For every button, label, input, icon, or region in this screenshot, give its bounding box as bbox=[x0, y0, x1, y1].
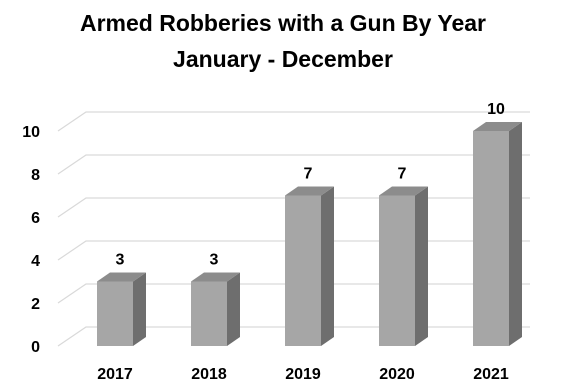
data-label: 7 bbox=[398, 166, 407, 183]
x-axis-ticks: 2017 2018 2019 2020 2021 bbox=[97, 366, 509, 383]
bar-top bbox=[473, 122, 522, 131]
chart-title: Armed Robberies with a Gun By Year bbox=[79, 10, 487, 36]
bar-top bbox=[379, 186, 428, 196]
data-label: 10 bbox=[487, 101, 505, 118]
bar-side bbox=[133, 272, 146, 346]
x-tick-label: 2017 bbox=[97, 366, 133, 383]
bar-2021 bbox=[473, 122, 522, 346]
y-tick-label: 0 bbox=[31, 339, 40, 356]
x-tick-label: 2018 bbox=[191, 366, 227, 383]
bar-top bbox=[191, 272, 240, 282]
gridline bbox=[57, 154, 530, 175]
x-tick-label: 2021 bbox=[473, 366, 509, 383]
bar-2017 bbox=[97, 272, 146, 346]
bar-front bbox=[379, 195, 415, 346]
y-axis-ticks: 0 2 4 6 8 10 bbox=[22, 124, 40, 356]
data-labels: 3 3 7 7 10 bbox=[116, 101, 505, 269]
bar-2020 bbox=[379, 186, 428, 346]
data-label: 3 bbox=[210, 252, 219, 269]
bar-front bbox=[97, 281, 133, 346]
bar-side bbox=[227, 272, 240, 346]
y-tick-label: 2 bbox=[31, 296, 40, 313]
bar-top bbox=[285, 186, 334, 196]
bars bbox=[97, 122, 522, 346]
data-label: 3 bbox=[116, 252, 125, 269]
y-tick-label: 8 bbox=[31, 167, 40, 184]
y-tick-label: 4 bbox=[31, 253, 40, 270]
chart-subtitle: January - December bbox=[173, 46, 393, 72]
y-tick-label: 6 bbox=[31, 210, 40, 227]
bar-2019 bbox=[285, 186, 334, 346]
bar-side bbox=[321, 186, 334, 346]
bar-front bbox=[285, 195, 321, 346]
x-tick-label: 2019 bbox=[285, 366, 321, 383]
bar-front bbox=[473, 131, 509, 346]
bar-side bbox=[415, 186, 428, 346]
gridline bbox=[57, 111, 530, 132]
y-tick-label: 10 bbox=[22, 124, 40, 141]
x-tick-label: 2020 bbox=[379, 366, 415, 383]
bar-2018 bbox=[191, 272, 240, 346]
bar-front bbox=[191, 281, 227, 346]
bar-side bbox=[509, 122, 522, 346]
bar-top bbox=[97, 272, 146, 282]
data-label: 7 bbox=[304, 166, 313, 183]
